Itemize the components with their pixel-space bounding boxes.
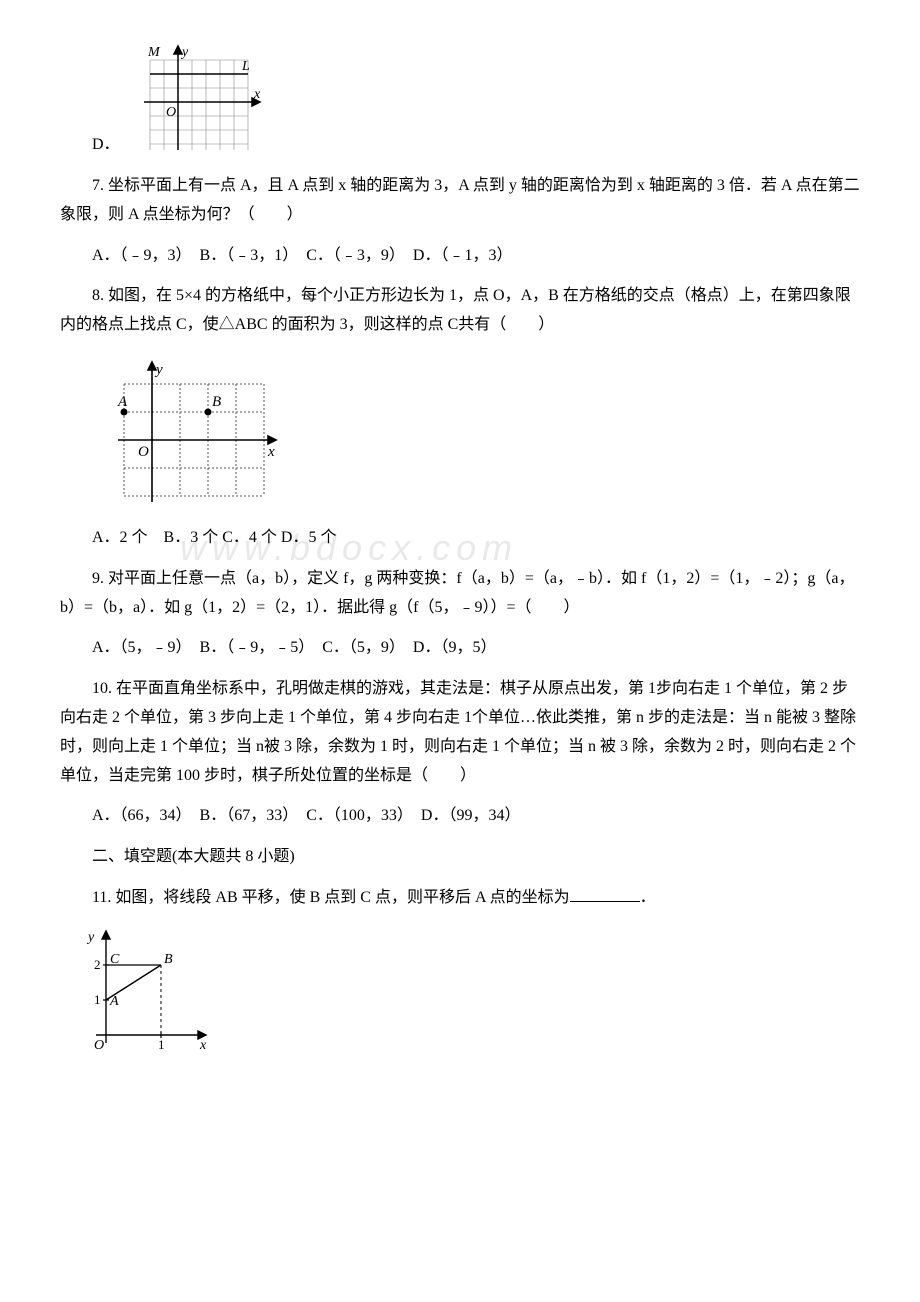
figure-q11: y x O 2 1 1 C B A: [76, 925, 860, 1055]
q11-tick-1: 1: [94, 992, 101, 1007]
question-7-options: A．（﹣9，3） B．（﹣3，1） C．（﹣3，9） D．（﹣1，3）: [60, 242, 860, 271]
q8-label-o: O: [138, 444, 149, 460]
label-m: M: [147, 45, 161, 60]
figure-option-d: D． M y L O x: [60, 40, 860, 160]
q11-tick-x1: 1: [158, 1037, 165, 1052]
grid-figure-d: M y L O x: [130, 40, 270, 160]
question-7-text: 7. 坐标平面上有一点 A，且 A 点到 x 轴的距离为 3，A 点到 y 轴的…: [60, 172, 860, 230]
question-10-text: 10. 在平面直角坐标系中，孔明做走棋的游戏，其走法是：棋子从原点出发，第 1步…: [60, 675, 860, 790]
q8-label-x: x: [267, 444, 275, 460]
question-10-options: A．（66，34） B．（67，33） C．（100，33） D．（99，34）: [60, 802, 860, 831]
q11-label-x: x: [199, 1038, 207, 1053]
figure-q8: y x O A B: [92, 352, 860, 512]
question-9-options: A．（5，﹣9） B．（﹣9，﹣5） C．（5，9） D．（9，5）: [60, 634, 860, 663]
q11-label-b: B: [164, 952, 173, 967]
section-2-heading: 二、填空题(本大题共 8 小题): [60, 843, 860, 872]
q8-label-b: B: [212, 394, 221, 410]
question-8-options: A．2 个 B．3 个 C．4 个 D．5 个: [60, 524, 860, 553]
question-8-text: 8. 如图，在 5×4 的方格纸中，每个小正方形边长为 1，点 O，A，B 在方…: [60, 282, 860, 340]
q11-label-y: y: [86, 930, 95, 945]
question-11-suffix: ．: [640, 889, 656, 906]
fill-blank: [570, 886, 640, 902]
question-11-stem: 11. 如图，将线段 AB 平移，使 B 点到 C 点，则平移后 A 点的坐标为: [92, 889, 570, 906]
option-d-label: D．: [92, 131, 120, 160]
question-11-text: 11. 如图，将线段 AB 平移，使 B 点到 C 点，则平移后 A 点的坐标为…: [60, 884, 860, 913]
q11-tick-2: 2: [94, 957, 101, 972]
label-l: L: [241, 59, 250, 74]
q8-label-y: y: [154, 362, 163, 378]
label-x: x: [253, 87, 261, 102]
q11-label-o: O: [94, 1038, 104, 1053]
label-o: O: [166, 105, 176, 120]
label-y: y: [180, 45, 189, 60]
question-9-text: 9. 对平面上任意一点（a，b），定义 f，g 两种变换：f（a，b）=（a，﹣…: [60, 565, 860, 623]
q11-label-a: A: [109, 994, 119, 1009]
q11-label-c: C: [110, 952, 120, 967]
q8-label-a: A: [117, 394, 128, 410]
